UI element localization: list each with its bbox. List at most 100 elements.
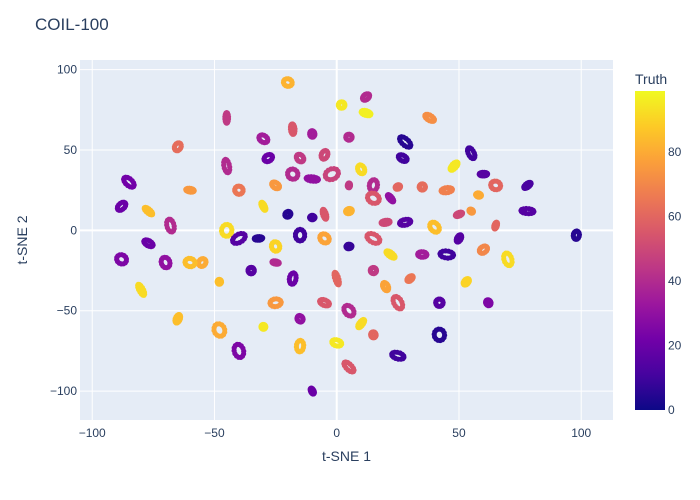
cluster xyxy=(359,91,373,103)
data-point xyxy=(217,281,223,287)
cluster xyxy=(521,179,534,191)
cluster xyxy=(172,312,184,326)
data-point xyxy=(321,240,327,246)
data-point xyxy=(262,158,268,164)
cluster xyxy=(303,174,321,184)
colorbar-tick-label: 0 xyxy=(668,403,675,417)
data-point xyxy=(288,129,294,135)
cluster xyxy=(292,226,308,244)
data-point xyxy=(399,304,405,310)
cluster xyxy=(395,152,410,164)
cluster xyxy=(121,174,137,190)
data-point xyxy=(236,191,242,197)
data-point xyxy=(276,259,282,265)
cluster xyxy=(307,212,318,223)
cluster xyxy=(335,99,348,111)
cluster xyxy=(211,321,228,339)
cluster xyxy=(218,221,235,239)
data-point xyxy=(178,144,184,150)
cluster xyxy=(422,111,437,124)
data-point xyxy=(351,311,357,317)
cluster xyxy=(293,151,307,165)
data-point xyxy=(368,334,374,340)
cluster xyxy=(318,147,331,162)
cluster xyxy=(287,121,298,137)
cluster xyxy=(268,239,283,254)
data-point xyxy=(150,210,156,217)
data-point xyxy=(225,233,231,239)
cluster xyxy=(355,162,368,177)
data-point xyxy=(530,207,536,213)
data-point xyxy=(437,303,443,309)
cluster xyxy=(384,192,397,205)
cluster xyxy=(222,110,232,126)
data-point xyxy=(231,240,237,246)
data-point xyxy=(397,185,403,191)
cluster xyxy=(476,169,491,179)
data-point xyxy=(300,318,306,324)
data-point xyxy=(265,137,271,143)
data-point xyxy=(404,156,410,162)
colorbar xyxy=(635,91,665,410)
cluster xyxy=(368,329,379,341)
cluster xyxy=(317,231,332,246)
colorbar-tick-label: 20 xyxy=(668,339,682,353)
cluster xyxy=(473,190,484,200)
cluster xyxy=(329,337,345,349)
data-point xyxy=(289,79,295,85)
cluster xyxy=(397,216,414,228)
data-point xyxy=(226,169,232,175)
cluster xyxy=(256,132,271,146)
data-point xyxy=(392,254,398,260)
cluster xyxy=(322,166,341,183)
data-point xyxy=(324,176,330,182)
cluster xyxy=(383,248,398,261)
data-point xyxy=(268,302,274,308)
data-point xyxy=(312,214,318,220)
cluster xyxy=(343,205,355,217)
cluster xyxy=(343,241,355,252)
cluster xyxy=(258,199,269,213)
data-point xyxy=(142,291,148,297)
y-tick-label: 50 xyxy=(64,143,78,157)
cluster xyxy=(135,281,148,298)
data-point xyxy=(409,276,416,282)
data-point xyxy=(439,337,446,343)
cluster xyxy=(427,219,442,235)
y-tick-label: −100 xyxy=(50,384,77,398)
cluster xyxy=(488,178,504,193)
data-point xyxy=(249,270,255,277)
data-point xyxy=(116,207,122,213)
data-point xyxy=(439,189,445,195)
cluster xyxy=(404,273,416,284)
data-point xyxy=(356,325,362,331)
y-axis-ticks: −100 −50 0 50 100 xyxy=(50,63,77,398)
cluster xyxy=(453,232,465,245)
data-point xyxy=(408,142,414,148)
data-point xyxy=(221,332,227,338)
cluster xyxy=(230,230,248,246)
data-point xyxy=(131,182,137,188)
cluster xyxy=(221,156,233,176)
cluster xyxy=(251,234,266,243)
cluster xyxy=(466,206,476,216)
cluster xyxy=(341,302,357,319)
cluster xyxy=(390,293,406,312)
cluster xyxy=(258,321,269,332)
cluster xyxy=(232,183,246,197)
cluster xyxy=(114,199,129,213)
x-axis-title: t-SNE 1 xyxy=(322,448,371,464)
cluster xyxy=(293,337,307,355)
cluster xyxy=(141,237,156,250)
cluster xyxy=(307,128,318,140)
data-point xyxy=(170,228,176,234)
cluster xyxy=(282,208,294,220)
cluster xyxy=(158,254,173,271)
data-point xyxy=(397,222,403,228)
data-point xyxy=(472,154,478,160)
data-point xyxy=(224,120,231,126)
data-point xyxy=(301,157,307,163)
cluster xyxy=(114,252,129,267)
colorbar-title: Truth xyxy=(635,71,667,87)
